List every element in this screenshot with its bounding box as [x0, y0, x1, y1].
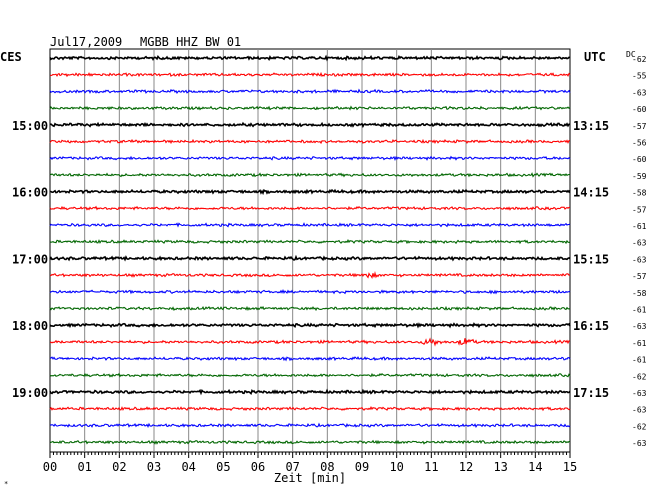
seismogram-traces [49, 54, 571, 445]
x-tick-label: 15 [563, 460, 577, 474]
seismogram-trace [49, 322, 571, 329]
left-hour-label: 15:00 [12, 119, 48, 133]
seismogram-trace [49, 337, 571, 347]
dc-offset-label: -57 [632, 205, 647, 214]
seismogram-trace [49, 205, 571, 211]
date-label: Jul17,2009 [50, 35, 122, 49]
dc-offset-label: -63 [632, 88, 647, 97]
seismogram-trace [49, 406, 571, 412]
seismogram-trace [49, 71, 571, 78]
dc-offset-label: -61 [632, 339, 647, 348]
x-tick-label: 10 [389, 460, 403, 474]
x-axis-title: Zeit [min] [274, 471, 346, 485]
x-tick-label: 00 [43, 460, 57, 474]
right-hour-label: 15:15 [573, 252, 609, 266]
dc-offset-label: -63 [632, 389, 647, 398]
seismogram-trace [49, 188, 571, 196]
seismogram-trace [49, 121, 571, 129]
x-tick-label: 03 [147, 460, 161, 474]
dc-offset-label: -63 [632, 255, 647, 264]
dc-offset-labels: -62 -55 -63 -60 -57 -56 -60 -59 -58 -57 -61 -63 -63 -… [632, 55, 647, 448]
x-tick-label: 14 [528, 460, 542, 474]
x-tick-label: 07 [285, 460, 299, 474]
right-hour-label: 13:15 [573, 119, 609, 133]
right-timezone-label: UTC [584, 50, 606, 64]
right-hour-label: 17:15 [573, 386, 609, 400]
right-hour-label: 16:15 [573, 319, 609, 333]
seismogram-trace [49, 222, 571, 228]
seismogram-trace [49, 105, 571, 111]
seismogram-trace [49, 271, 571, 279]
seismogram-trace [49, 172, 571, 178]
x-tick-label: 08 [320, 460, 334, 474]
dc-offset-label: -56 [632, 139, 647, 148]
seismogram-trace [49, 155, 571, 161]
dc-offset-label: -60 [632, 155, 647, 164]
x-tick-label: 02 [112, 460, 126, 474]
minute-gridlines [84, 49, 536, 452]
dc-offset-label: -61 [632, 306, 647, 315]
seismogram-trace [49, 88, 571, 95]
dc-offset-label: -61 [632, 356, 647, 365]
dc-offset-label: -57 [632, 122, 647, 131]
x-tick-label: 01 [77, 460, 91, 474]
left-hour-label: 19:00 [12, 386, 48, 400]
dc-offset-label: -57 [632, 272, 647, 281]
seismogram-trace [49, 138, 571, 145]
x-tick-label: 09 [355, 460, 369, 474]
dc-offset-label: -63 [632, 406, 647, 415]
dc-offset-label: -60 [632, 105, 647, 114]
left-timezone-label: CES [0, 50, 22, 64]
dc-header-label: DC [626, 50, 636, 59]
seismogram-trace [49, 239, 571, 245]
dc-offset-label: -62 [632, 55, 647, 64]
seismogram-trace [49, 254, 571, 262]
left-hour-label: 18:00 [12, 319, 48, 333]
seismogram-trace [49, 372, 571, 378]
x-tick-label: 05 [216, 460, 230, 474]
x-tick-label: 06 [251, 460, 265, 474]
seismogram-trace [49, 289, 571, 295]
left-hour-label: 17:00 [12, 252, 48, 266]
corner-mark: * [4, 480, 8, 488]
dc-offset-label: -63 [632, 239, 647, 248]
left-hour-label: 16:00 [12, 186, 48, 200]
seismogram-trace [49, 305, 571, 312]
x-tick-label: 11 [424, 460, 438, 474]
seismogram-trace [49, 388, 571, 396]
dc-offset-label: -58 [632, 289, 647, 298]
dc-offset-label: -62 [632, 372, 647, 381]
hour-labels: 15:00 16:00 17:00 18:00 19:00 13:15 14:15 15:15… [12, 119, 609, 400]
dc-offset-label: -55 [632, 72, 647, 81]
seismogram-trace [49, 54, 571, 62]
station-label: MGBB HHZ BW 01 [140, 35, 241, 49]
dc-offset-label: -59 [632, 172, 647, 181]
dc-offset-label: -63 [632, 439, 647, 448]
seismogram-trace [49, 356, 571, 362]
x-axis: 00 01 02 03 04 05 06 07 08 09 10 11 12 13 14 15 [43, 452, 577, 474]
dc-offset-label: -62 [632, 422, 647, 431]
x-tick-label: 12 [459, 460, 473, 474]
right-hour-label: 14:15 [573, 186, 609, 200]
dc-offset-label: -58 [632, 189, 647, 198]
seismogram-trace [49, 422, 571, 429]
dc-offset-label: -61 [632, 222, 647, 231]
dc-offset-label: -63 [632, 322, 647, 331]
x-tick-label: 04 [181, 460, 195, 474]
seismogram-trace [49, 439, 571, 445]
x-tick-label: 13 [493, 460, 507, 474]
